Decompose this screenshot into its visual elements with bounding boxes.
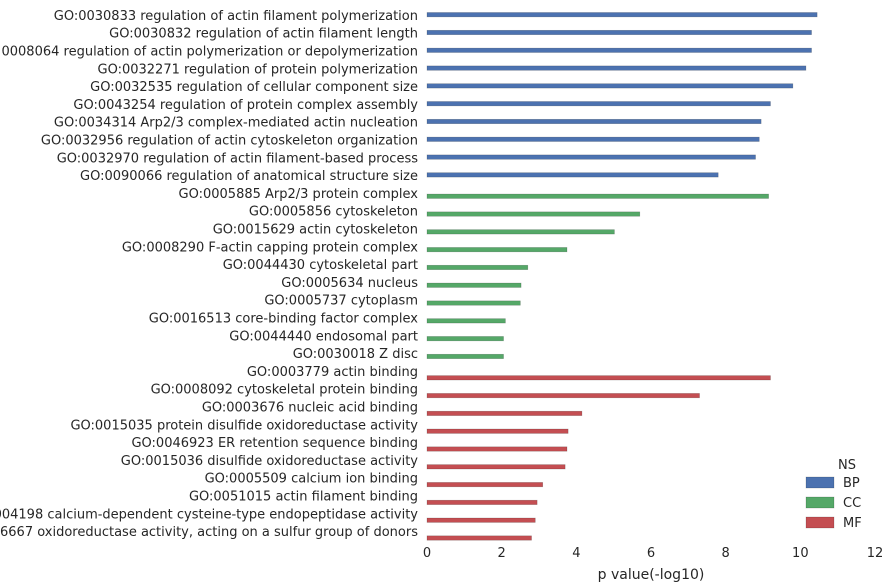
- category-label: GO:0030018 Z disc: [293, 347, 418, 362]
- bar-mf: [426, 499, 538, 505]
- bar-cc: [426, 193, 769, 199]
- bar-bp: [426, 65, 807, 71]
- bar-bp: [426, 172, 719, 178]
- category-label: GO:0005634 nucleus: [281, 276, 418, 291]
- category-label: GO:0032271 regulation of protein polymer…: [98, 62, 418, 77]
- x-axis-label: p value(-log10): [598, 567, 705, 583]
- category-label: GO:0046923 ER retention sequence binding: [131, 436, 418, 451]
- category-label: GO:0030833 regulation of actin filament …: [54, 9, 418, 24]
- category-label: GO:0044440 endosomal part: [229, 329, 418, 344]
- category-label: GO:0051015 actin filament binding: [189, 490, 418, 505]
- bar-bp: [426, 47, 812, 53]
- category-label: GO:0008064 regulation of actin polymeriz…: [0, 45, 418, 60]
- category-label: GO:0005737 cytoplasm: [264, 294, 418, 309]
- bar-mf: [426, 535, 532, 541]
- x-tick-label: 6: [647, 546, 655, 561]
- bar-cc: [426, 282, 522, 288]
- bar-cc: [426, 300, 521, 306]
- bar-mf: [426, 375, 771, 381]
- x-tick-label: 8: [722, 546, 730, 561]
- bar-cc: [426, 247, 568, 253]
- bar-bp: [426, 154, 756, 160]
- category-label: GO:0030832 regulation of actin filament …: [109, 27, 418, 42]
- bar-cc: [426, 264, 529, 270]
- legend-label-mf: MF: [843, 516, 862, 531]
- bar-mf: [426, 446, 568, 452]
- bar-bp: [426, 136, 760, 142]
- bar-bp: [426, 101, 771, 107]
- category-label: GO:0016667 oxidoreductase activity, acti…: [0, 525, 418, 540]
- bar-bp: [426, 12, 818, 18]
- bar-cc: [426, 336, 504, 342]
- legend-swatch-bp: [805, 476, 835, 489]
- category-label: GO:0005856 cytoskeleton: [249, 205, 418, 220]
- legend: NS BP CC MF: [805, 458, 862, 531]
- category-label: GO:0003779 actin binding: [247, 365, 418, 380]
- x-tick-label: 0: [423, 546, 431, 561]
- x-tick-label: 10: [792, 546, 809, 561]
- category-label: GO:0005509 calcium ion binding: [205, 472, 418, 487]
- category-label: GO:0015036 disulfide oxidoreductase acti…: [121, 454, 418, 469]
- bar-mf: [426, 393, 700, 399]
- legend-swatch-cc: [805, 496, 835, 509]
- bar-mf: [426, 482, 544, 488]
- category-labels: GO:0030833 regulation of actin filament …: [0, 9, 418, 540]
- bar-mf: [426, 517, 536, 523]
- category-label: GO:0005885 Arp2/3 protein complex: [179, 187, 419, 202]
- bar-cc: [426, 353, 504, 359]
- x-tick-label: 12: [867, 546, 884, 561]
- bar-mf: [426, 428, 569, 434]
- bar-mf: [426, 464, 566, 470]
- category-label: GO:0090066 regulation of anatomical stru…: [80, 169, 418, 184]
- bar-cc: [426, 229, 615, 235]
- category-label: GO:0004198 calcium-dependent cysteine-ty…: [0, 507, 418, 522]
- category-label: GO:0003676 nucleic acid binding: [202, 401, 418, 416]
- category-label: GO:0008092 cytoskeletal protein binding: [151, 383, 418, 398]
- legend-swatch-mf: [805, 516, 835, 529]
- category-label: GO:0043254 regulation of protein complex…: [73, 98, 418, 113]
- bar-bp: [426, 118, 762, 124]
- x-axis-ticks: 0 2 4 6 8 10 12: [423, 546, 883, 561]
- legend-label-bp: BP: [843, 476, 860, 491]
- bar-cc: [426, 211, 641, 217]
- bar-bp: [426, 83, 794, 89]
- x-tick-label: 2: [498, 546, 506, 561]
- category-label: GO:0044430 cytoskeletal part: [223, 258, 418, 273]
- bar-cc: [426, 318, 506, 324]
- bar-mf: [426, 410, 583, 416]
- category-label: GO:0034314 Arp2/3 complex-mediated actin…: [54, 116, 418, 131]
- category-label: GO:0032956 regulation of actin cytoskele…: [41, 134, 418, 149]
- legend-label-cc: CC: [843, 496, 861, 511]
- category-label: GO:0008290 F-actin capping protein compl…: [122, 240, 418, 255]
- bar-bp: [426, 29, 812, 35]
- legend-title: NS: [838, 458, 856, 473]
- bars-group: [426, 12, 818, 541]
- category-label: GO:0032970 regulation of actin filament-…: [57, 151, 419, 166]
- category-label: GO:0016513 core-binding factor complex: [149, 312, 419, 327]
- category-label: GO:0015629 actin cytoskeleton: [213, 223, 418, 238]
- category-label: GO:0015035 protein disulfide oxidoreduct…: [70, 418, 418, 433]
- category-label: GO:0032535 regulation of cellular compon…: [90, 80, 418, 95]
- x-tick-label: 4: [572, 546, 580, 561]
